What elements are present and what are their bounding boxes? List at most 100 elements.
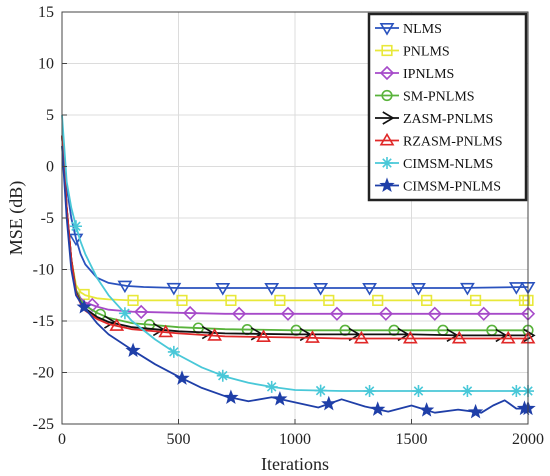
series-marker	[280, 306, 296, 321]
y-tick-label: -15	[33, 313, 54, 330]
y-tick-label: 0	[46, 159, 54, 176]
legend-marker	[381, 44, 393, 57]
series-marker	[510, 385, 523, 398]
legend-marker	[381, 89, 393, 102]
series-cimsm-pnlms	[61, 145, 536, 419]
series-marker	[215, 283, 231, 296]
series-marker	[272, 390, 288, 406]
y-tick-label: 10	[38, 56, 54, 73]
axis-ticks: 0 500 1000 1500 2000 15 10 5 0 -5 -10 -15 -20 -25	[33, 4, 544, 448]
series-marker	[523, 328, 536, 343]
series-marker	[378, 306, 394, 321]
series-marker	[118, 307, 131, 320]
series-marker	[419, 402, 435, 417]
legend-marker	[379, 23, 395, 36]
series-marker	[158, 324, 174, 338]
legend-entry: IPNLMS	[375, 65, 454, 82]
series-marker	[216, 369, 229, 382]
y-tick-label: -25	[33, 416, 54, 433]
y-tick-label: 5	[46, 107, 54, 124]
series-marker	[461, 385, 474, 398]
series-marker	[166, 282, 182, 296]
legend-entry: ZASM-PNLMS	[375, 111, 493, 127]
series-marker	[167, 345, 180, 358]
y-tick-label: -10	[33, 262, 54, 279]
series-marker	[127, 294, 139, 307]
series-marker	[476, 306, 491, 321]
x-axis-title: Iterations	[261, 454, 329, 474]
series-marker	[134, 304, 149, 320]
series-marker	[402, 330, 418, 344]
legend-label: CIMSM-NLMS	[403, 157, 493, 172]
series-marker	[354, 330, 369, 344]
legend-entry: SM-PNLMS	[375, 90, 475, 105]
series-marker	[412, 385, 425, 398]
x-tick-label: 1500	[396, 431, 428, 448]
legend-marker	[382, 111, 395, 125]
legend: NLMS PNLMS IPNLMS SM-PNLMS ZASM-PNLMS RZASM-P…	[367, 12, 528, 202]
series-marker	[264, 283, 280, 296]
legend-label: SM-PNLMS	[403, 90, 475, 105]
series-marker	[176, 294, 188, 307]
series-marker	[362, 283, 377, 296]
series-marker	[427, 306, 442, 321]
series-marker	[421, 294, 433, 307]
legend-label: ZASM-PNLMS	[403, 112, 493, 127]
legend-entry: PNLMS	[375, 45, 450, 60]
series-marker	[469, 294, 482, 307]
series-marker	[174, 370, 190, 385]
series-marker	[76, 299, 92, 314]
y-tick-label: -20	[33, 365, 54, 382]
series-line	[61, 145, 529, 289]
x-tick-label: 500	[167, 431, 191, 448]
series-marker	[460, 282, 475, 296]
series-marker	[321, 395, 337, 411]
series-marker	[256, 329, 271, 343]
series-marker	[314, 384, 327, 397]
series-marker	[500, 330, 516, 344]
legend-marker	[381, 157, 393, 169]
legend-marker	[379, 177, 395, 192]
x-tick-label: 0	[58, 431, 66, 448]
series-layer	[61, 114, 536, 419]
series-marker	[117, 280, 133, 294]
series-marker	[223, 389, 239, 404]
y-tick-label: 15	[38, 4, 54, 21]
legend-entry: CIMSM-PNLMS	[375, 177, 501, 195]
legend-label: PNLMS	[403, 45, 450, 60]
series-marker	[323, 294, 335, 307]
legend-entry: CIMSM-NLMS	[375, 157, 493, 172]
y-axis-title: MSE (dB)	[6, 181, 27, 256]
series-marker	[109, 318, 125, 331]
series-marker	[69, 220, 82, 233]
series-marker	[313, 283, 329, 296]
series-marker	[231, 306, 247, 321]
series-marker	[265, 380, 278, 393]
series-nlms	[61, 145, 536, 296]
series-marker	[372, 294, 384, 307]
series-marker	[411, 283, 426, 296]
legend-label: IPNLMS	[403, 67, 454, 82]
series-marker	[508, 282, 524, 295]
series-marker	[207, 328, 223, 341]
series-marker	[225, 294, 237, 307]
series-rzasm-pnlms	[61, 135, 536, 344]
series-marker	[125, 342, 141, 358]
legend-box	[367, 12, 528, 202]
series-marker	[68, 233, 84, 247]
series-marker	[274, 294, 286, 307]
series-marker	[305, 330, 320, 343]
y-tick-label: -5	[41, 210, 54, 227]
series-marker	[370, 401, 386, 416]
series-marker	[183, 305, 198, 321]
legend-marker	[379, 132, 395, 146]
legend-marker	[379, 65, 395, 81]
x-tick-label: 1000	[279, 431, 311, 448]
series-marker	[363, 385, 376, 398]
legend-label: RZASM-PNLMS	[403, 135, 503, 150]
series-marker	[329, 306, 345, 321]
legend-label: CIMSM-PNLMS	[403, 180, 501, 195]
legend-label: NLMS	[403, 22, 442, 37]
legend-entry: NLMS	[375, 22, 442, 37]
